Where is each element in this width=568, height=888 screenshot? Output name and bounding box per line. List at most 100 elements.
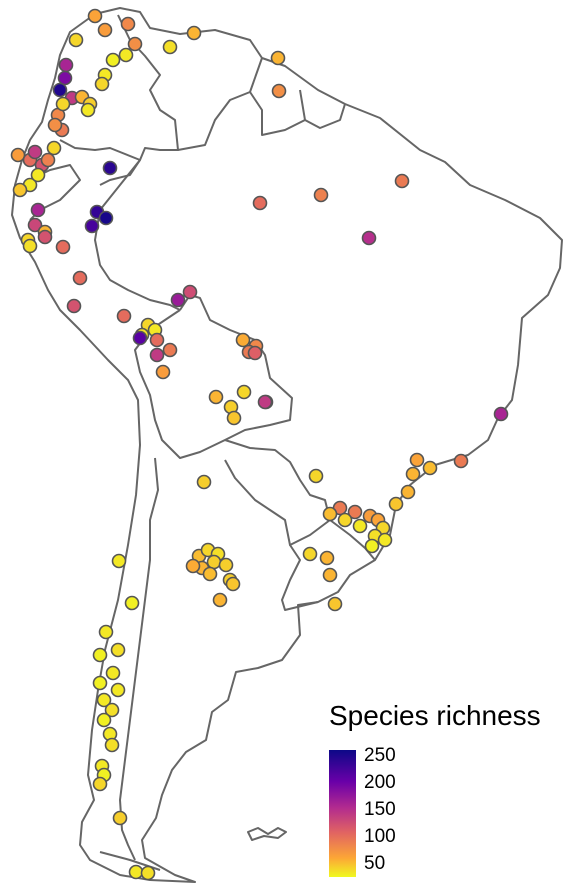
site-marker [149,332,165,348]
site-marker [361,230,377,246]
site-marker [182,284,198,300]
site-marker [96,692,112,708]
site-marker [47,117,63,133]
site-marker [84,218,100,234]
site-marker [66,298,82,314]
site-marker [55,96,71,112]
site-marker [185,558,201,574]
site-marker [364,538,380,554]
site-marker [422,460,438,476]
site-marker [124,595,140,611]
legend-tick-200: 200 [364,772,396,793]
site-marker [347,504,363,520]
site-marker [212,592,228,608]
site-marker [388,496,404,512]
site-marker [225,576,241,592]
site-marker [327,596,343,612]
site-marker [128,864,144,880]
site-marker [155,364,171,380]
site-marker [226,410,242,426]
site-marker [58,57,74,73]
site-marker [170,292,186,308]
site-marker [80,102,96,118]
site-marker [105,665,121,681]
falkland-islands [247,827,287,841]
site-marker [30,167,46,183]
site-marker [102,160,118,176]
site-marker [236,384,252,400]
site-marker [104,737,120,753]
site-marker [27,144,43,160]
site-marker [257,394,273,410]
site-marker [235,332,251,348]
site-marker [493,406,509,422]
site-marker [30,202,46,218]
site-marker [10,147,26,163]
site-marker [72,270,88,286]
legend-colorbar [329,750,356,877]
site-marker [394,173,410,189]
site-marker [110,682,126,698]
legend-tick-100: 100 [364,826,396,847]
site-marker [116,308,132,324]
site-marker [37,229,53,245]
site-marker [208,389,224,405]
site-marker [377,532,393,548]
site-marker [322,506,338,522]
site-marker [140,865,156,881]
site-marker [98,624,114,640]
site-marker [453,453,469,469]
legend-tick-50: 50 [364,853,386,874]
site-marker [92,675,108,691]
site-marker [22,238,38,254]
legend-tick-150: 150 [364,799,396,820]
site-marker [162,342,178,358]
site-marker [87,8,103,24]
site-marker [405,466,421,482]
site-marker [218,557,234,573]
site-marker [132,330,148,346]
continent-outline [11,7,563,883]
site-marker [120,16,136,32]
site-marker [92,647,108,663]
site-marker [52,82,68,98]
site-marker [319,550,335,566]
country-borders [11,7,563,883]
site-marker [68,32,84,48]
site-marker [55,239,71,255]
site-marker [57,70,73,86]
site-marker [98,210,114,226]
site-marker [337,512,353,528]
site-marker [149,347,165,363]
site-marker [313,187,329,203]
site-marker [252,195,268,211]
site-marker [92,776,108,792]
site-marker [409,452,425,468]
site-marker [12,182,28,198]
site-marker [112,810,128,826]
site-marker [352,518,368,534]
site-marker [40,152,56,168]
site-marker [118,47,134,63]
site-marker [271,83,287,99]
site-marker [127,36,143,52]
site-marker [322,567,338,583]
legend-title: Species richness [329,700,541,731]
site-marker [196,474,212,490]
site-marker [247,345,263,361]
site-marker [27,217,43,233]
site-marker [105,52,121,68]
site-marker [270,50,286,66]
site-marker [104,702,120,718]
site-marker [302,546,318,562]
site-marker [162,39,178,55]
site-marker [111,553,127,569]
legend-tick-250: 250 [364,745,396,766]
site-marker [97,22,113,38]
site-marker [94,76,110,92]
site-marker [96,712,112,728]
site-marker [46,140,62,156]
site-marker [400,484,416,500]
site-marker [206,554,222,570]
